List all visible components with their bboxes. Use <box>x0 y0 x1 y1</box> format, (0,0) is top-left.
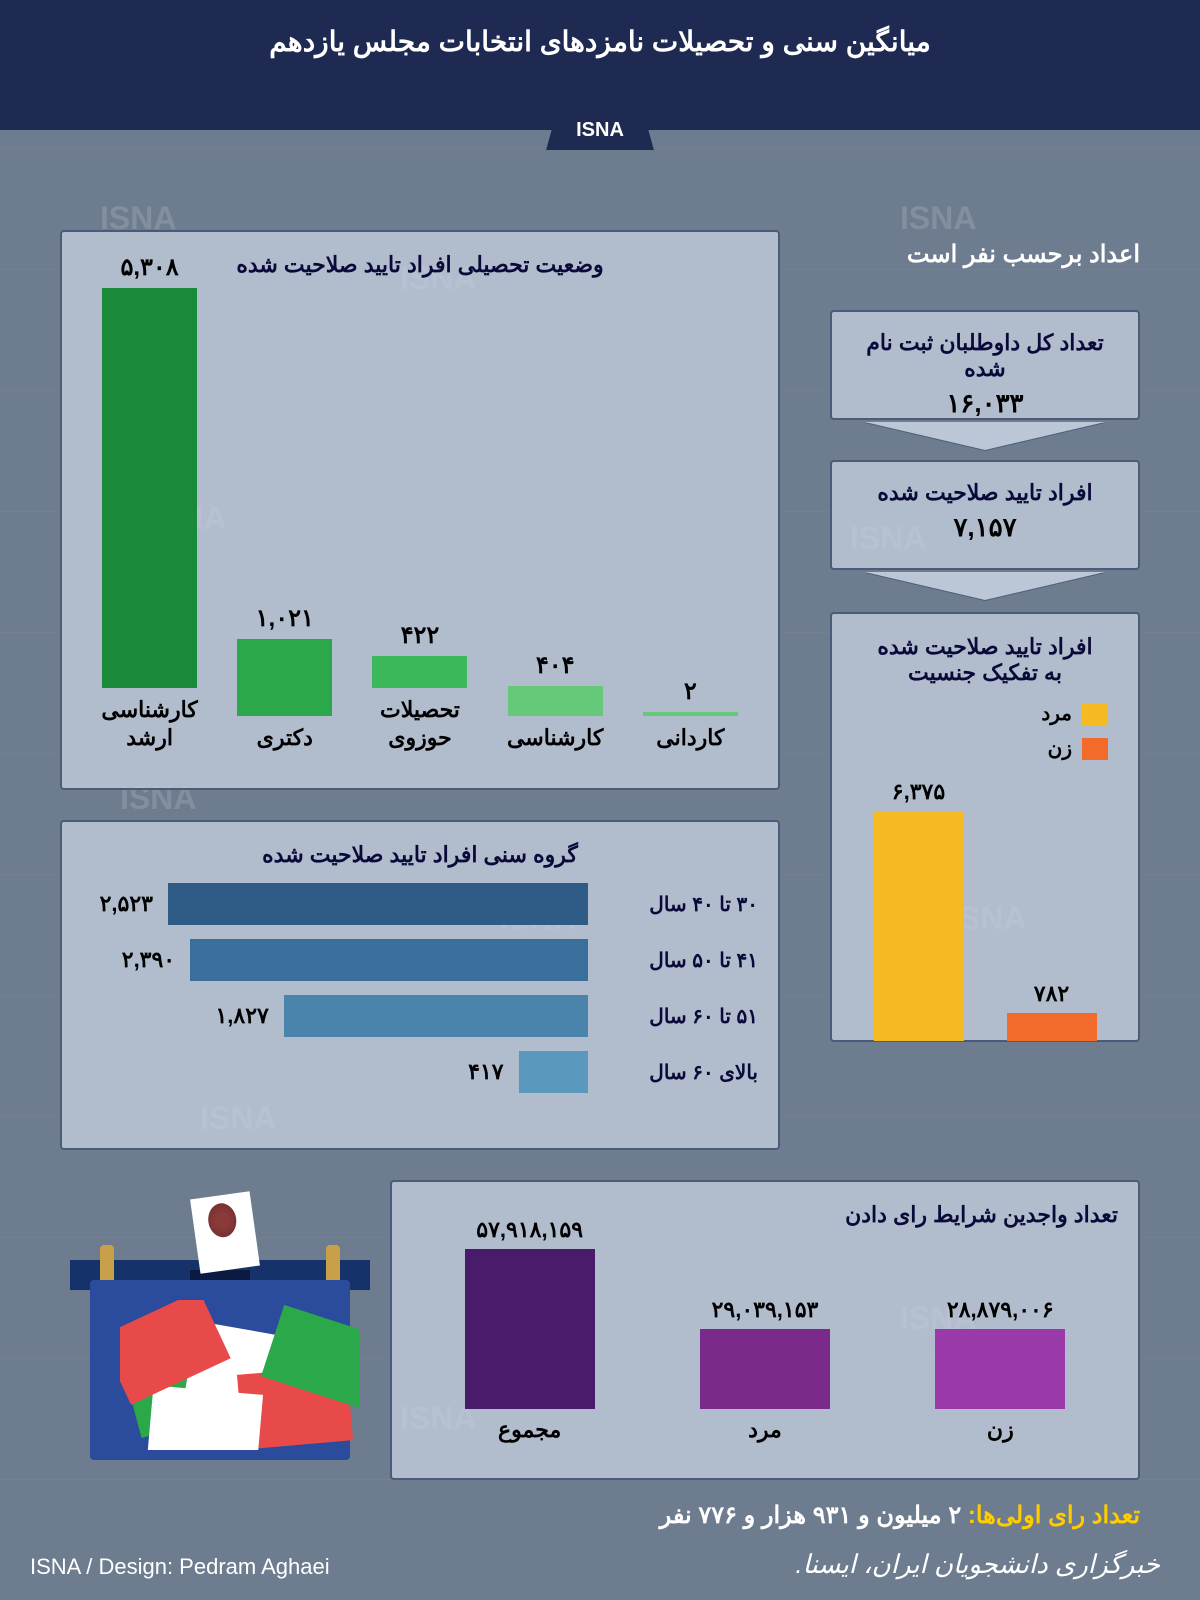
page-title: میانگین سنی و تحصیلات نامزدهای انتخابات … <box>0 25 1200 58</box>
ballot-slot <box>190 1270 250 1280</box>
bar-rect <box>284 995 588 1037</box>
ballot-paper <box>190 1191 260 1274</box>
bar-value: ۱,۸۲۷ <box>215 1003 268 1029</box>
age-bar-row: ۵۱ تا ۶۰ سال ۱,۸۲۷ <box>82 995 758 1037</box>
bar-value: ۷۸۲ <box>1034 981 1069 1007</box>
gender-legend: مرد زن <box>862 701 1108 761</box>
bar-label: مرد <box>748 1417 782 1443</box>
bar-rect <box>372 656 467 688</box>
ballot-paper-piece <box>147 1385 263 1450</box>
voters-chart-panel: تعداد واجدین شرایط رای دادن ۵۷,۹۱۸,۱۵۹ م… <box>390 1180 1140 1480</box>
approved-value: ۷,۱۵۷ <box>852 512 1118 543</box>
bar-rect <box>102 288 197 688</box>
bar-rect <box>700 1329 830 1409</box>
bar-label: دکتری <box>257 724 313 753</box>
approved-box: افراد تایید صلاحیت شده ۷,۱۵۷ <box>830 460 1140 570</box>
design-credit: ISNA / Design: Pedram Aghaei <box>30 1554 330 1580</box>
bar-label: مجموع <box>498 1417 561 1443</box>
header: میانگین سنی و تحصیلات نامزدهای انتخابات … <box>0 0 1200 130</box>
education-bar: ۲ کاردانی <box>630 677 750 753</box>
legend-label: مرد <box>1041 701 1072 726</box>
bar-value: ۲۸,۸۷۹,۰۰۶ <box>947 1297 1054 1323</box>
education-bar: ۴۲۲ تحصیلات حوزوی <box>360 621 480 753</box>
bar-rect <box>519 1051 588 1093</box>
education-bar: ۱,۰۲۱ دکتری <box>225 604 345 753</box>
bar-rect <box>508 686 603 716</box>
bar-value: ۵,۳۰۸ <box>120 253 178 282</box>
bar-label: کاردانی <box>656 724 724 753</box>
age-chart: ۳۰ تا ۴۰ سال ۲,۵۲۳ ۴۱ تا ۵۰ سال ۲,۳۹۰ ۵۱ ت… <box>82 883 758 1093</box>
bar-label: کارشناسی <box>507 724 603 753</box>
education-chart-panel: وضعیت تحصیلی افراد تایید صلاحیت شده ۵,۳۰… <box>60 230 780 790</box>
age-bar-row: ۴۱ تا ۵۰ سال ۲,۳۹۰ <box>82 939 758 981</box>
bar-rect <box>168 883 588 925</box>
gender-bar: ۷۸۲ <box>1007 981 1097 1041</box>
bar-value: ۲,۳۹۰ <box>122 947 175 973</box>
legend-item: زن <box>1048 736 1108 761</box>
legend-swatch <box>1082 703 1108 725</box>
age-bar-row: ۳۰ تا ۴۰ سال ۲,۵۲۳ <box>82 883 758 925</box>
bar-rect <box>465 1249 595 1409</box>
education-bar: ۴۰۴ کارشناسی <box>495 651 615 753</box>
bar-rect <box>643 712 738 716</box>
ballot-box-illustration <box>70 1180 370 1460</box>
bar-rect <box>874 811 964 1041</box>
legend-item: مرد <box>1041 701 1108 726</box>
age-label: ۴۱ تا ۵۰ سال <box>588 948 758 973</box>
first-voters-line: تعداد رای اولی‌ها: ۲ میلیون و ۹۳۱ هزار و… <box>660 1501 1140 1530</box>
age-chart-title: گروه سنی افراد تایید صلاحیت شده <box>82 842 758 868</box>
bar-value: ۲۹,۰۳۹,۱۵۳ <box>712 1297 819 1323</box>
bar-value: ۱,۰۲۱ <box>256 604 314 633</box>
bar-label: تحصیلات حوزوی <box>380 696 460 753</box>
total-value: ۱۶,۰۳۳ <box>852 388 1118 419</box>
bar-value: ۲ <box>684 677 697 706</box>
age-label: ۵۱ تا ۶۰ سال <box>588 1004 758 1029</box>
bar-value: ۴۱۷ <box>468 1059 503 1085</box>
bar-rect <box>190 939 588 981</box>
age-label: بالای ۶۰ سال <box>588 1060 758 1085</box>
age-label: ۳۰ تا ۴۰ سال <box>588 892 758 917</box>
approved-label: افراد تایید صلاحیت شده <box>852 480 1118 506</box>
unit-note: اعداد برحسب نفر است <box>907 240 1140 269</box>
gender-chart-panel: افراد تایید صلاحیت شده به تفکیک جنسیت مر… <box>830 612 1140 1042</box>
first-voters-value: ۲ میلیون و ۹۳۱ هزار و ۷۷۶ نفر <box>660 1502 962 1529</box>
voters-chart: ۵۷,۹۱۸,۱۵۹ مجموع۲۹,۰۳۹,۱۵۳ مرد۲۸,۸۷۹,۰۰۶… <box>412 1243 1118 1443</box>
bar-value: ۴۲۲ <box>401 621 440 650</box>
voters-bar: ۲۸,۸۷۹,۰۰۶ زن <box>900 1297 1100 1443</box>
arrow-icon <box>865 422 1105 450</box>
age-bar-row: بالای ۶۰ سال ۴۱۷ <box>82 1051 758 1093</box>
education-chart: ۵,۳۰۸ کارشناسی ارشد۱,۰۲۱ دکتری۴۲۲ تحصیلا… <box>82 293 758 753</box>
bar-value: ۵۷,۹۱۸,۱۵۹ <box>476 1217 583 1243</box>
bar-value: ۲,۵۲۳ <box>100 891 153 917</box>
agency-credit: خبرگزاری دانشجویان ایران، ایسنا. <box>795 1549 1160 1580</box>
voters-bar: ۲۹,۰۳۹,۱۵۳ مرد <box>665 1297 865 1443</box>
ballot-knob <box>100 1245 114 1285</box>
first-voters-prefix: تعداد رای اولی‌ها: <box>968 1502 1140 1529</box>
fingerprint-icon <box>206 1201 238 1239</box>
education-bar: ۵,۳۰۸ کارشناسی ارشد <box>90 253 210 753</box>
gender-chart-title: افراد تایید صلاحیت شده به تفکیک جنسیت <box>852 634 1118 686</box>
total-candidates-box: تعداد کل داوطلبان ثبت نام شده ۱۶,۰۳۳ <box>830 310 1140 420</box>
legend-label: زن <box>1048 736 1072 761</box>
watermark-text: ISNA <box>900 200 976 237</box>
total-label: تعداد کل داوطلبان ثبت نام شده <box>852 330 1118 382</box>
ballot-box <box>90 1280 350 1460</box>
legend-swatch <box>1082 738 1108 760</box>
bar-label: زن <box>987 1417 1014 1443</box>
age-chart-panel: گروه سنی افراد تایید صلاحیت شده ۳۰ تا ۴۰… <box>60 820 780 1150</box>
gender-chart: ۶,۳۷۵ ۷۸۲ <box>852 781 1118 1041</box>
bar-rect <box>237 639 332 716</box>
bar-label: کارشناسی ارشد <box>101 696 197 753</box>
bar-value: ۶,۳۷۵ <box>892 779 945 805</box>
ballot-knob <box>326 1245 340 1285</box>
bar-rect <box>935 1329 1065 1409</box>
gender-bar: ۶,۳۷۵ <box>874 779 964 1041</box>
bar-value: ۴۰۴ <box>536 651 575 680</box>
brand-tab: ISNA <box>546 111 654 150</box>
arrow-icon <box>865 572 1105 600</box>
bar-rect <box>1007 1013 1097 1041</box>
voters-bar: ۵۷,۹۱۸,۱۵۹ مجموع <box>430 1217 630 1443</box>
